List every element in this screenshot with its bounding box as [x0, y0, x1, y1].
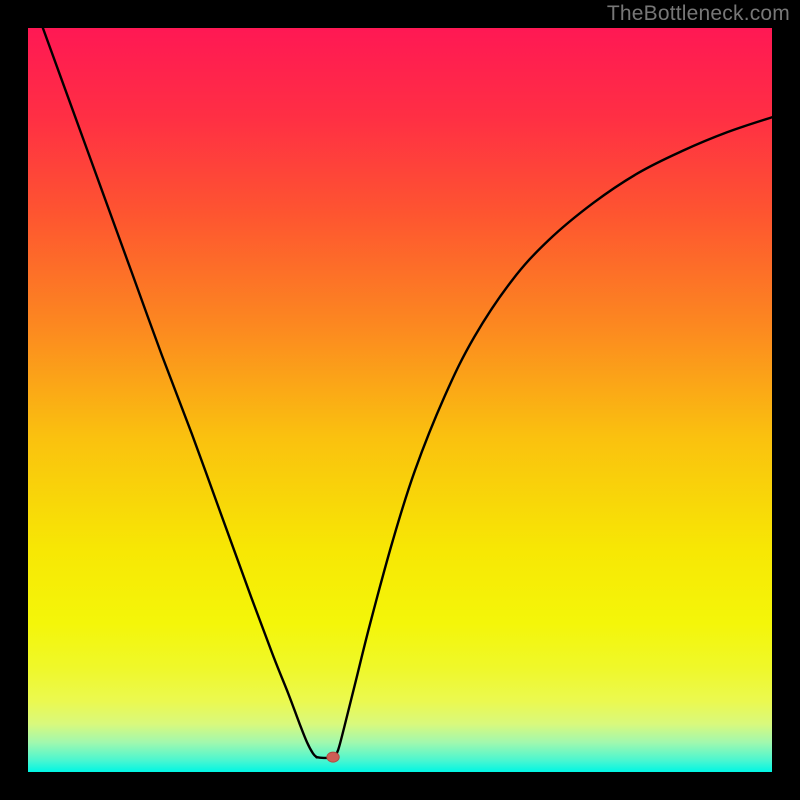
figure-outer: TheBottleneck.com	[0, 0, 800, 800]
watermark-text: TheBottleneck.com	[607, 2, 790, 26]
chart-svg	[28, 28, 772, 772]
chart-background	[28, 28, 772, 772]
optimal-point-marker	[327, 752, 339, 762]
plot-area	[28, 28, 772, 772]
